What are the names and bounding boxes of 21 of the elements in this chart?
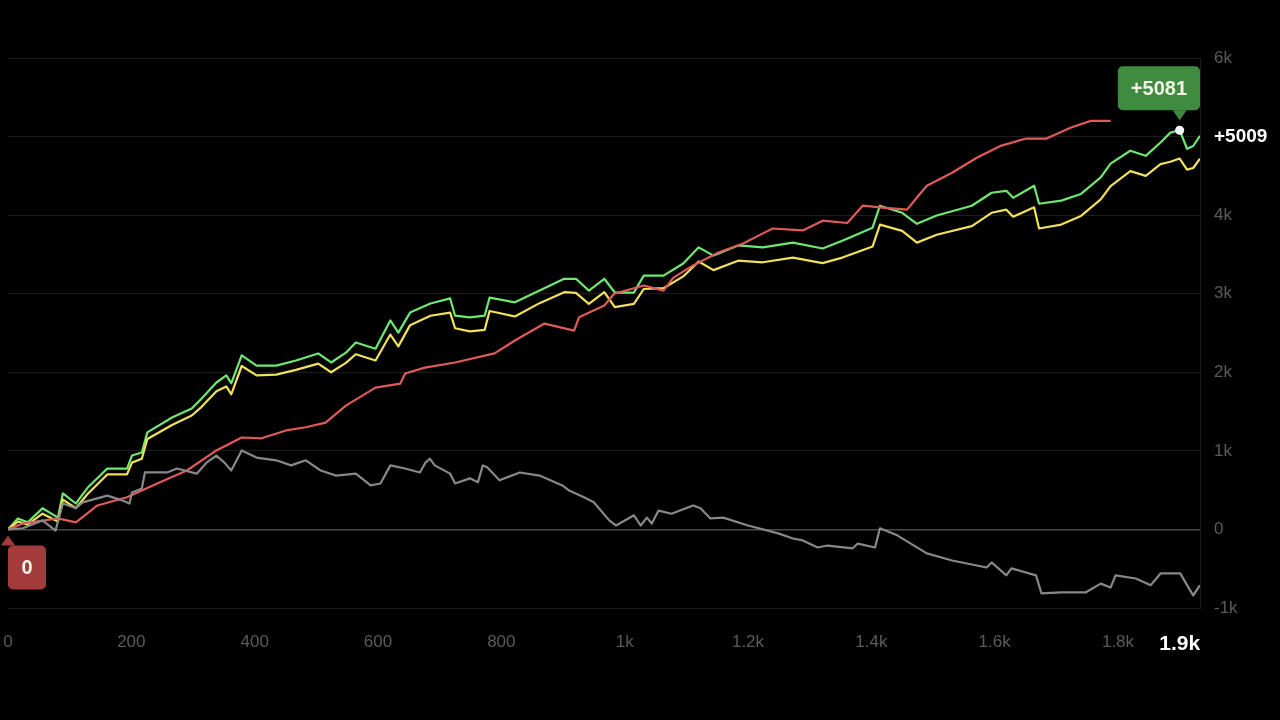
- x-tick-label: 1.8k: [1101, 631, 1135, 651]
- y-tick-label: 3k: [1214, 283, 1233, 303]
- y-tick-label: 0: [1214, 519, 1224, 539]
- annotation: 0: [21, 555, 33, 578]
- x-tick-label: 1.6k: [978, 631, 1012, 651]
- y-tick-label: 4k: [1214, 204, 1233, 224]
- x-tick-label: 1.4k: [855, 631, 888, 651]
- y-tick-label: 2k: [1214, 361, 1233, 381]
- x-tick-label: 200: [117, 631, 146, 651]
- y-tick-label: 1k: [1214, 440, 1233, 460]
- x-tick-label: 1k: [615, 631, 635, 651]
- y-tick-label: 6k: [1214, 47, 1233, 67]
- x-tick-label: 0: [3, 631, 13, 651]
- x-tick-label: 800: [487, 631, 516, 651]
- annotation: +5081: [1130, 76, 1187, 99]
- x-tick-label: 1.9k: [1159, 631, 1201, 655]
- x-tick-label: 400: [240, 631, 269, 651]
- x-tick-label: 600: [363, 631, 393, 651]
- x-tick-label: 1.2k: [731, 631, 765, 651]
- annotation: +5009: [1214, 125, 1268, 147]
- y-tick-label: -1k: [1214, 597, 1239, 617]
